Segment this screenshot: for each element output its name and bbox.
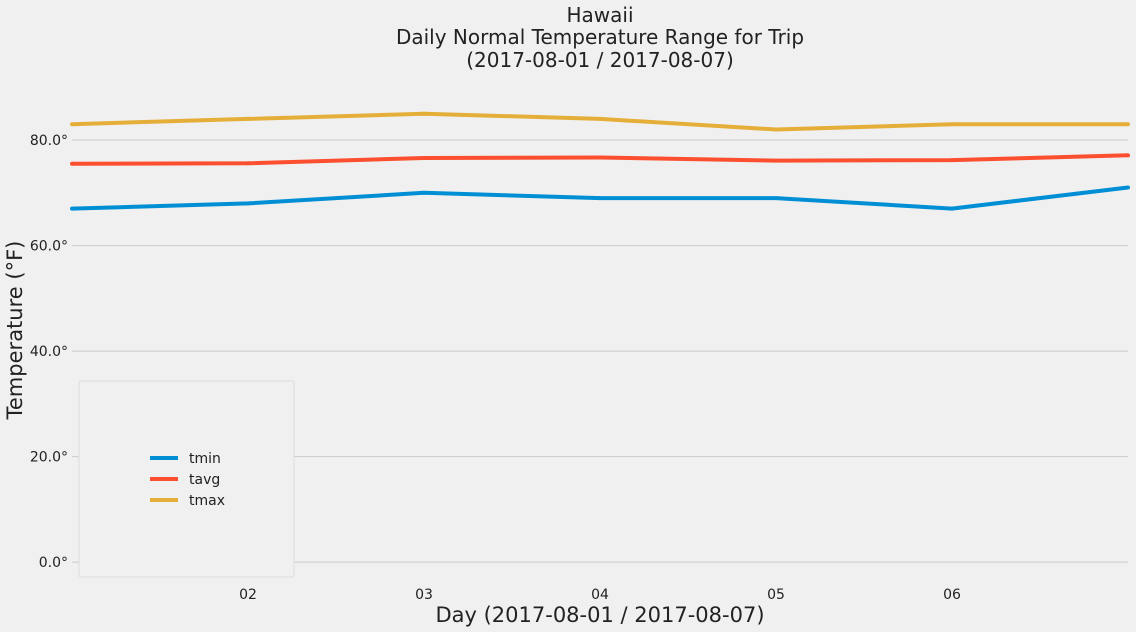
series-tmin: [70, 185, 1130, 211]
chart-subtitle-line-1: Daily Normal Temperature Range for Trip: [396, 25, 804, 49]
y-tick-label: 80.0°: [30, 133, 68, 149]
legend-frame: [78, 380, 295, 578]
y-tick-labels: 0.0° 20.0° 40.0° 60.0° 80.0°: [30, 133, 68, 571]
y-tick-label: 0.0°: [39, 555, 68, 571]
data-point-tmin: [70, 206, 74, 211]
series-tmax: [70, 111, 1130, 132]
y-tick-label: 20.0°: [30, 450, 68, 466]
y-tick-label: 60.0°: [30, 239, 68, 255]
data-point-tavg: [774, 158, 778, 163]
x-tick-label: 03: [415, 587, 433, 603]
data-point-tmax: [1126, 122, 1130, 127]
data-point-tmax: [950, 122, 954, 127]
legend-label: tavg: [189, 472, 220, 488]
data-point-tmin: [950, 206, 954, 211]
series-line-tmax: [71, 111, 1128, 132]
series-tavg: [70, 153, 1130, 166]
data-point-tmax: [70, 122, 74, 127]
legend-label: tmin: [189, 451, 221, 467]
data-point-tavg: [950, 158, 954, 163]
legend-item-tmin: tmin: [150, 451, 221, 467]
x-tick-label: 04: [591, 587, 609, 603]
chart-title: Hawaii: [566, 3, 633, 27]
series-layer: [70, 111, 1130, 211]
data-point-tmin: [1126, 185, 1130, 190]
legend-label: tmax: [189, 493, 225, 509]
x-tick-label: 02: [239, 587, 257, 603]
y-tick-label: 40.0°: [30, 344, 68, 360]
data-point-tmax: [246, 116, 250, 121]
data-point-tavg: [70, 161, 74, 166]
data-point-tmax: [598, 116, 602, 121]
legend: tmin tavg tmax: [78, 380, 295, 578]
x-tick-label: 06: [943, 587, 961, 603]
chart-subtitle-line-2: (2017-08-01 / 2017-08-07): [466, 48, 734, 72]
data-point-tmin: [246, 201, 250, 206]
data-point-tmax: [774, 127, 778, 132]
data-point-tmin: [774, 196, 778, 201]
data-point-tmax: [422, 111, 426, 116]
data-point-tavg: [1126, 153, 1130, 158]
legend-item-tavg: tavg: [150, 472, 220, 488]
data-point-tavg: [246, 161, 250, 166]
x-tick-labels: 02 03 04 05 06: [239, 587, 961, 603]
x-tick-label: 05: [767, 587, 785, 603]
data-point-tavg: [422, 155, 426, 160]
legend-items: tmin tavg tmax: [150, 451, 225, 509]
legend-item-tmax: tmax: [150, 493, 225, 509]
y-axis-label: Temperature (°F): [3, 241, 27, 421]
data-point-tmin: [598, 196, 602, 201]
data-point-tavg: [598, 155, 602, 160]
data-point-tmin: [422, 190, 426, 195]
x-axis-label: Day (2017-08-01 / 2017-08-07): [435, 603, 764, 627]
